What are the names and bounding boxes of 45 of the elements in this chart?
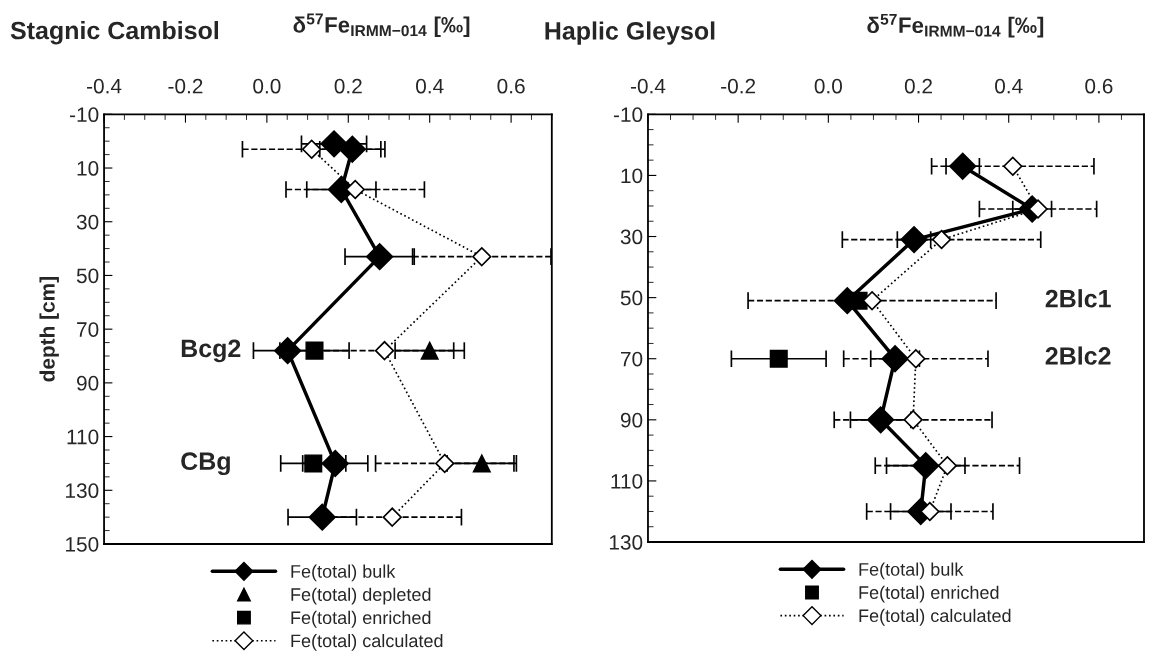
x-tick-label: -0.2 <box>721 78 756 94</box>
x-tick-label: 0.6 <box>497 78 525 94</box>
legend-label: Fe(total) bulk <box>859 562 964 580</box>
legend-label: Fe(total) bulk <box>291 564 396 582</box>
legend-label: Fe(total) calculated <box>291 633 443 651</box>
annotation: Bcg2 <box>181 339 241 363</box>
x-tick-label: 0.0 <box>253 78 281 94</box>
legend-label: Fe(total) calculated <box>859 608 1011 626</box>
y-tick-label: 50 <box>76 268 99 284</box>
y-tick-label: 110 <box>67 429 99 445</box>
chart-title: Stagnic Cambisol <box>10 20 219 45</box>
y-tick-label: 70 <box>621 351 643 367</box>
y-tick-label: 10 <box>621 168 643 184</box>
y-tick-label: 130 <box>609 535 643 550</box>
y-tick-label: 30 <box>76 214 99 230</box>
y-axis-title: depth [cm] <box>39 277 59 382</box>
y-tick-label: 150 <box>66 537 99 552</box>
legend-label: Fe(total) enriched <box>291 610 431 628</box>
x-tick-label: -0.4 <box>87 78 122 94</box>
y-tick-label: 10 <box>77 161 99 176</box>
annotation: 2Blc1 <box>1045 289 1111 308</box>
y-tick-label: 70 <box>77 322 99 337</box>
x-tick-label: 0.6 <box>1085 78 1113 94</box>
x-tick-label: 0.2 <box>904 78 932 94</box>
y-tick-label: 30 <box>620 229 643 245</box>
legend-label: Fe(total) depleted <box>291 587 431 605</box>
y-tick-label: 90 <box>77 375 99 391</box>
y-tick-label: 130 <box>66 483 99 499</box>
x-tick-label: 0.0 <box>814 78 843 94</box>
y-tick-label: 90 <box>620 412 643 428</box>
x-axis-title: δ$^{57}$Fe$_{IRMM−014}$ [‰] <box>293 13 470 38</box>
legend-label: Fe(total) enriched <box>859 585 999 603</box>
x-tick-label: -0.4 <box>630 78 666 94</box>
x-tick-label: 0.4 <box>416 78 444 94</box>
x-tick-label: 0.4 <box>995 78 1023 94</box>
y-tick-label: 110 <box>611 473 643 489</box>
y-tick-label: -10 <box>613 107 643 123</box>
y-tick-label: 50 <box>620 290 643 306</box>
y-tick-label: -10 <box>70 107 99 123</box>
x-axis-title: δ$^{57}$Fe$_{IRMM−014}$ [‰] <box>867 13 1044 38</box>
annotation: CBg <box>181 452 230 476</box>
x-tick-label: 0.2 <box>334 78 362 94</box>
x-tick-label: -0.2 <box>168 78 203 94</box>
chart-title: Haplic Gleysol <box>545 21 715 45</box>
annotation: 2Blc2 <box>1045 346 1111 365</box>
